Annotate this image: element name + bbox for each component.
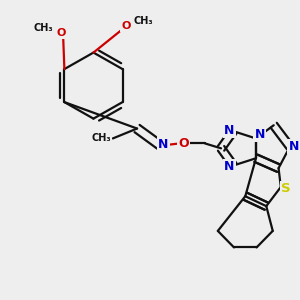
Text: O: O	[121, 21, 130, 31]
Text: N: N	[224, 160, 235, 173]
Text: CH₃: CH₃	[34, 23, 53, 33]
Text: S: S	[281, 182, 290, 196]
Text: O: O	[56, 28, 66, 38]
Text: N: N	[158, 138, 169, 151]
Text: N: N	[255, 128, 265, 141]
Text: N: N	[289, 140, 299, 153]
Text: O: O	[178, 137, 189, 150]
Text: N: N	[224, 124, 235, 137]
Text: CH₃: CH₃	[134, 16, 153, 26]
Text: CH₃: CH₃	[92, 134, 111, 143]
